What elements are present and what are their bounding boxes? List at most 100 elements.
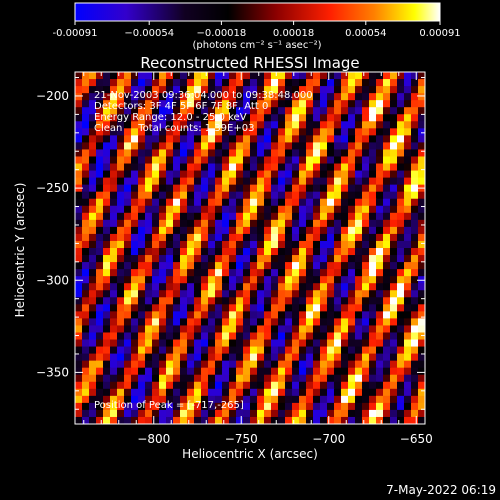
heatmap-cell xyxy=(271,240,279,249)
heatmap-cell xyxy=(208,240,216,249)
heatmap-cell xyxy=(397,283,405,291)
heatmap-cell xyxy=(222,226,230,235)
heatmap-cell xyxy=(194,86,202,94)
heatmap-cell xyxy=(327,128,335,136)
heatmap-cell xyxy=(131,297,139,305)
heatmap-cell xyxy=(411,107,419,115)
heatmap-cell xyxy=(145,114,153,122)
heatmap-cell xyxy=(264,269,272,277)
heatmap-cell xyxy=(362,416,370,424)
heatmap-cell xyxy=(180,114,188,122)
heatmap-cell xyxy=(285,121,293,129)
heatmap-cell xyxy=(355,318,363,327)
heatmap-cell xyxy=(327,255,335,263)
heatmap-cell xyxy=(222,198,230,207)
heatmap-cell xyxy=(152,135,160,143)
heatmap-cell xyxy=(383,409,391,418)
heatmap-cell xyxy=(264,163,272,172)
heatmap-cell xyxy=(131,395,139,404)
heatmap-cell xyxy=(362,114,370,122)
heatmap-cell xyxy=(411,416,419,424)
heatmap-cell xyxy=(348,184,356,193)
heatmap-cell xyxy=(404,226,412,235)
heatmap-cell xyxy=(215,86,223,94)
heatmap-cell xyxy=(215,72,223,80)
heatmap-cell xyxy=(390,177,398,186)
heatmap-cell xyxy=(243,332,251,341)
heatmap-cell xyxy=(145,276,153,284)
heatmap-cell xyxy=(194,395,202,404)
heatmap-cell xyxy=(390,332,398,341)
heatmap-cell xyxy=(103,339,111,348)
heatmap-cell xyxy=(110,402,118,411)
heatmap-cell xyxy=(145,128,153,136)
heatmap-cell xyxy=(320,114,328,122)
heatmap-cell xyxy=(411,184,419,193)
heatmap-cell xyxy=(369,255,377,263)
heatmap-cell xyxy=(271,367,279,376)
heatmap-cell xyxy=(327,402,335,411)
heatmap-cell xyxy=(82,191,90,200)
heatmap-cell xyxy=(320,346,328,355)
heatmap-cell xyxy=(320,297,328,305)
heatmap-cell xyxy=(418,72,425,80)
heatmap-cell xyxy=(152,339,160,348)
heatmap-cell xyxy=(229,395,237,404)
heatmap-cell xyxy=(327,149,335,158)
heatmap-cell xyxy=(264,79,272,87)
heatmap-cell xyxy=(299,135,307,143)
heatmap-cell xyxy=(285,149,293,158)
heatmap-cell xyxy=(327,205,335,214)
heatmap-cell xyxy=(243,86,251,94)
heatmap-cell xyxy=(229,248,237,256)
heatmap-cell xyxy=(166,149,174,158)
heatmap-cell xyxy=(292,409,300,418)
heatmap-cell xyxy=(362,388,370,397)
heatmap-cell xyxy=(117,283,125,291)
heatmap-cell xyxy=(201,121,209,129)
heatmap-cell xyxy=(145,191,153,200)
heatmap-cell xyxy=(145,163,153,172)
heatmap-cell xyxy=(404,149,412,158)
heatmap-cell xyxy=(201,262,209,270)
heatmap-cell xyxy=(124,170,132,179)
heatmap-cell xyxy=(264,248,272,256)
heatmap-cell xyxy=(334,276,342,284)
heatmap-cell xyxy=(194,332,202,341)
heatmap-cell xyxy=(306,177,314,186)
heatmap-cell xyxy=(292,128,300,136)
heatmap-cell xyxy=(89,346,97,355)
heatmap-cell xyxy=(180,86,188,94)
heatmap-cell xyxy=(299,219,307,228)
heatmap-cell xyxy=(103,276,111,284)
heatmap-cell xyxy=(369,402,377,411)
heatmap-cell xyxy=(243,156,251,165)
heatmap-cell xyxy=(131,226,139,235)
heatmap-cell xyxy=(278,72,286,80)
heatmap-cell xyxy=(299,304,307,312)
heatmap-cell xyxy=(173,128,181,136)
heatmap-cell xyxy=(243,416,251,424)
heatmap-cell xyxy=(117,255,125,263)
heatmap-cell xyxy=(145,212,153,221)
heatmap-cell xyxy=(278,135,286,143)
heatmap-cell xyxy=(278,416,286,424)
heatmap-cell xyxy=(201,226,209,235)
heatmap-cell xyxy=(215,142,223,151)
heatmap-cell xyxy=(264,233,272,242)
heatmap-cell xyxy=(278,353,286,362)
heatmap-cell xyxy=(89,276,97,284)
heatmap-cell xyxy=(362,198,370,207)
heatmap-cell xyxy=(215,226,223,235)
heatmap-cell xyxy=(250,100,258,108)
heatmap-cell xyxy=(257,163,265,172)
heatmap-cell xyxy=(376,142,384,151)
heatmap-cell xyxy=(292,276,300,284)
heatmap-cell xyxy=(327,339,335,348)
heatmap-cell xyxy=(75,79,83,87)
heatmap-cell xyxy=(124,360,132,369)
heatmap-cell xyxy=(320,240,328,249)
heatmap-cell xyxy=(383,339,391,348)
heatmap-cell xyxy=(145,332,153,341)
heatmap-cell xyxy=(418,107,425,115)
